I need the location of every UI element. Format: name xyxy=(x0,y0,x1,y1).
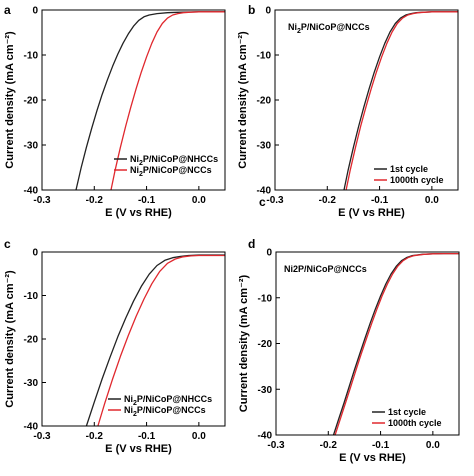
legend-entry-rest: P/NiCoP@NHCCs xyxy=(137,394,212,404)
plot-frame xyxy=(275,251,460,436)
y-tick-label: -30 xyxy=(24,141,39,152)
y-axis-label: Current density (mA cm⁻²) xyxy=(4,270,16,408)
x-tick-label: 0.0 xyxy=(192,431,206,442)
panel-d: d -0.3 -0.2 -0.1 0.0 0 -10 -20 -30 -40 E (V vs RHE… xyxy=(238,237,460,464)
x-tick-label: -0.1 xyxy=(371,195,389,206)
x-tick-label: 0.0 xyxy=(426,440,440,451)
series-line-2 xyxy=(110,11,225,191)
x-tick-label: 0.0 xyxy=(425,195,439,206)
series-line-2 xyxy=(97,254,225,427)
panel-c: c -0.3 -0.2 -0.1 0.0 0 -10 -20 -30 -40 E (V vs RHE… xyxy=(4,237,226,455)
stray-panel-letter: c xyxy=(259,195,266,209)
y-tick-label: -40 xyxy=(24,422,39,433)
y-axis-label: Current density (mA cm⁻²) xyxy=(4,31,16,169)
y-tick-label: -20 xyxy=(24,96,39,107)
y-tick-label: -40 xyxy=(258,431,273,442)
legend-entry: Ni2P/NiCoP@NCCs xyxy=(124,405,206,418)
y-tick-label: -30 xyxy=(258,385,273,396)
y-tick-label: -20 xyxy=(258,339,273,350)
panel-b: b -0.3 -0.2 -0.1 0.0 0 -10 -20 -30 -40 E (V vs RHE… xyxy=(237,3,459,219)
y-tick-label: -40 xyxy=(257,186,272,197)
legend-entry: 1000th cycle xyxy=(390,175,444,185)
panel-letter: a xyxy=(4,3,11,17)
y-tick-label: -10 xyxy=(257,51,272,62)
x-tick-label: -0.2 xyxy=(86,431,104,442)
legend-entry: Ni2P/NiCoP@NHCCs xyxy=(130,154,218,167)
x-tick-label: -0.3 xyxy=(267,440,285,451)
series-line-2 xyxy=(334,252,459,436)
x-tick-label: -0.1 xyxy=(372,440,390,451)
x-axis-label: E (V vs RHE) xyxy=(105,443,172,455)
panel-letter: c xyxy=(4,237,11,251)
legend-entry-base: Ni xyxy=(130,154,139,164)
panel-a: a -0.3 -0.2 -0.1 0.0 0 -10 -20 -30 -40 E (V vs RHE… xyxy=(4,3,226,219)
legend-entry: 1st cycle xyxy=(390,164,428,174)
legend-entry: Ni2P/NiCoP@NCCs xyxy=(130,165,212,178)
x-tick-label: -0.2 xyxy=(320,440,338,451)
legend-entry: 1000th cycle xyxy=(388,418,442,428)
y-axis-label: Current density (mA cm⁻²) xyxy=(238,274,250,412)
y-tick-label: 0 xyxy=(266,248,272,259)
legend-entry-rest: P/NiCoP@NHCCs xyxy=(143,154,218,164)
legend-entry-rest: P/NiCoP@NCCs xyxy=(137,405,206,415)
legend-entry-base: Ni xyxy=(130,165,139,175)
panel-letter: d xyxy=(248,237,255,251)
x-axis-label: E (V vs RHE) xyxy=(339,452,406,464)
y-tick-label: 0 xyxy=(32,248,38,259)
legend-entry-subscript: 2 xyxy=(133,400,137,407)
plot-annotation-base: Ni xyxy=(288,22,297,32)
panel-letter: b xyxy=(248,3,255,17)
x-tick-label: -0.3 xyxy=(33,195,51,206)
y-tick-label: -20 xyxy=(24,335,39,346)
legend-entry: 1st cycle xyxy=(388,407,426,417)
y-axis-label: Current density (mA cm⁻²) xyxy=(237,31,249,169)
legend-entry-subscript: 2 xyxy=(133,411,137,418)
y-tick-label: 0 xyxy=(265,6,271,17)
y-tick-label: -10 xyxy=(24,291,39,302)
legend-entry-base: Ni xyxy=(124,405,133,415)
x-axis-label: E (V vs RHE) xyxy=(338,207,405,219)
y-tick-label: -30 xyxy=(24,378,39,389)
plot-annotation: Ni2P/NiCoP@NCCs xyxy=(284,264,367,274)
x-tick-label: 0.0 xyxy=(192,195,206,206)
y-tick-label: -20 xyxy=(257,96,272,107)
y-tick-label: -30 xyxy=(257,141,272,152)
x-tick-label: -0.1 xyxy=(138,195,156,206)
y-tick-label: -40 xyxy=(24,186,39,197)
series-line-2 xyxy=(345,11,458,191)
plot-annotation-rest: P/NiCoP@NCCs xyxy=(301,22,370,32)
y-tick-label: -10 xyxy=(258,293,273,304)
y-tick-label: 0 xyxy=(32,6,38,17)
x-tick-label: -0.3 xyxy=(266,195,284,206)
legend-entry-base: Ni xyxy=(124,394,133,404)
plot-annotation: Ni2P/NiCoP@NCCs xyxy=(288,22,370,35)
legend-entry-subscript: 2 xyxy=(139,160,143,167)
legend-entry-subscript: 2 xyxy=(139,171,143,178)
legend-entry: Ni2P/NiCoP@NHCCs xyxy=(124,394,212,407)
x-tick-label: -0.3 xyxy=(33,431,51,442)
y-tick-label: -10 xyxy=(24,51,39,62)
legend-entry-rest: P/NiCoP@NCCs xyxy=(143,165,212,175)
plot-annotation-subscript: 2 xyxy=(297,28,301,35)
x-tick-label: -0.1 xyxy=(138,431,156,442)
x-tick-label: -0.2 xyxy=(86,195,104,206)
x-axis-label: E (V vs RHE) xyxy=(105,207,172,219)
x-tick-label: -0.2 xyxy=(319,195,337,206)
